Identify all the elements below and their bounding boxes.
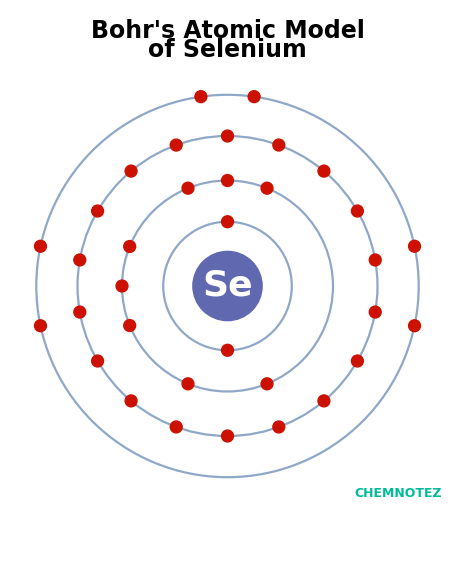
Circle shape: [369, 306, 381, 318]
Circle shape: [318, 395, 330, 407]
Circle shape: [409, 240, 420, 252]
Text: Bohr's Atomic Model: Bohr's Atomic Model: [91, 19, 364, 43]
Circle shape: [170, 139, 182, 151]
Circle shape: [35, 320, 46, 332]
Circle shape: [116, 280, 128, 292]
Circle shape: [124, 320, 136, 331]
Circle shape: [318, 165, 330, 177]
Circle shape: [261, 182, 273, 194]
Circle shape: [222, 430, 233, 442]
Circle shape: [124, 241, 136, 252]
Circle shape: [74, 306, 86, 318]
Circle shape: [91, 205, 104, 217]
Circle shape: [222, 174, 233, 186]
Circle shape: [273, 139, 285, 151]
Circle shape: [248, 91, 260, 102]
Circle shape: [222, 344, 233, 356]
Circle shape: [170, 421, 182, 433]
Circle shape: [222, 130, 233, 142]
Circle shape: [351, 355, 364, 367]
Circle shape: [261, 378, 273, 390]
Circle shape: [182, 378, 194, 390]
Circle shape: [91, 355, 104, 367]
Circle shape: [222, 216, 233, 228]
Circle shape: [193, 251, 262, 321]
Text: of Selenium: of Selenium: [148, 38, 307, 62]
Circle shape: [351, 205, 364, 217]
Text: Se: Se: [202, 269, 253, 303]
Circle shape: [125, 395, 137, 407]
Text: CHEMNOTEZ: CHEMNOTEZ: [354, 487, 441, 500]
Circle shape: [125, 165, 137, 177]
Circle shape: [74, 254, 86, 266]
Circle shape: [35, 240, 46, 252]
Circle shape: [409, 320, 420, 332]
Circle shape: [369, 254, 381, 266]
Circle shape: [195, 91, 207, 102]
Circle shape: [273, 421, 285, 433]
Circle shape: [182, 182, 194, 194]
